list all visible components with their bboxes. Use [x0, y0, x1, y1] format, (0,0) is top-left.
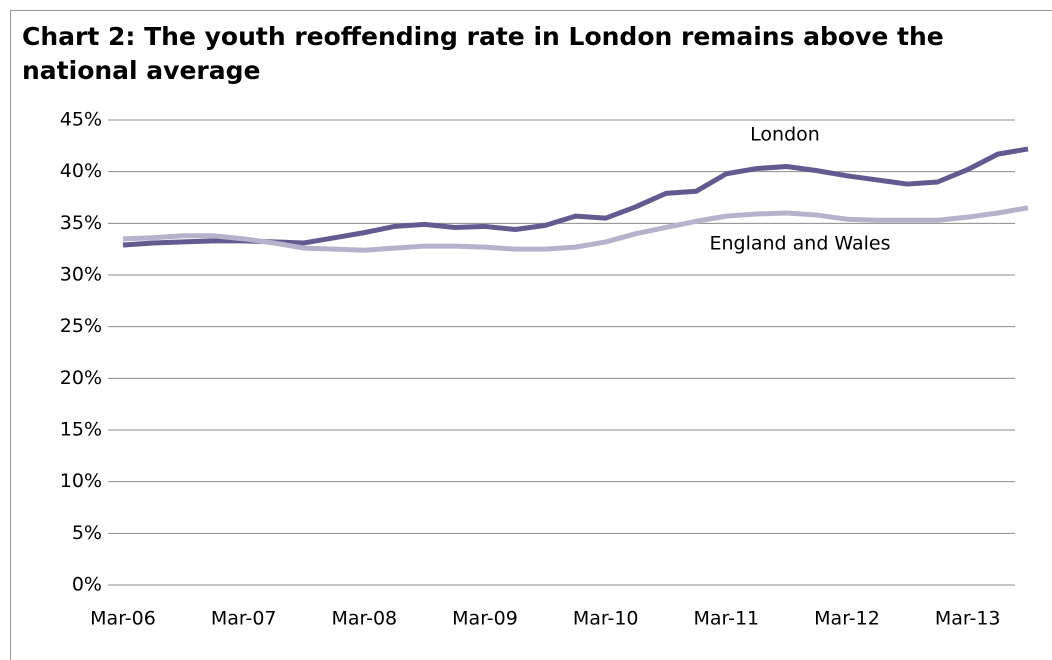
x-tick-label: Mar-09: [452, 608, 518, 630]
y-tick-label: 10%: [60, 470, 102, 492]
y-tick-label: 0%: [72, 574, 102, 596]
y-tick-label: 20%: [60, 367, 102, 389]
chart-frame: [10, 10, 1052, 660]
y-tick-label: 15%: [60, 419, 102, 441]
x-tick-label: Mar-06: [90, 608, 156, 630]
x-tick-label: Mar-11: [693, 608, 759, 630]
y-tick-label: 40%: [60, 160, 102, 182]
series-line: [122, 146, 1029, 248]
x-tick-label: Mar-10: [573, 608, 639, 630]
y-tick-label: 25%: [60, 315, 102, 337]
series-label: London: [750, 124, 820, 146]
x-tick-label: Mar-07: [211, 608, 277, 630]
y-tick-label: 45%: [60, 109, 102, 131]
chart-title: Chart 2: The youth reoffending rate in L…: [22, 22, 944, 85]
y-tick-label: 30%: [60, 264, 102, 286]
y-tick-label: 35%: [60, 212, 102, 234]
x-tick-label: Mar-13: [935, 608, 1001, 630]
series-line: [122, 205, 1029, 253]
x-tick-label: Mar-08: [331, 608, 397, 630]
y-tick-label: 5%: [72, 522, 102, 544]
x-tick-label: Mar-12: [814, 608, 880, 630]
series-label: England and Wales: [709, 233, 890, 255]
